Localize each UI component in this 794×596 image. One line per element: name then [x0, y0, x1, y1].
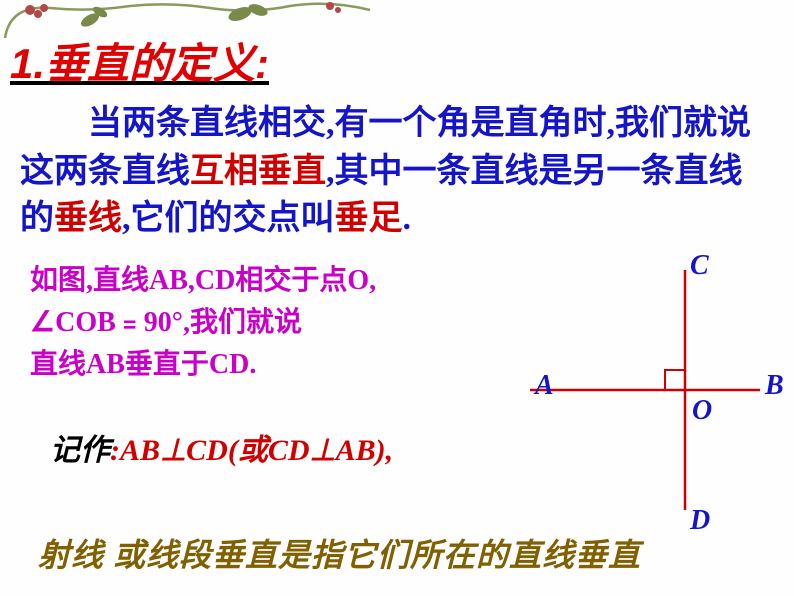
def-term-1: 互相垂直: [190, 153, 326, 190]
diagram-svg: [530, 250, 790, 530]
label-o: O: [692, 395, 712, 427]
label-b: B: [765, 370, 784, 402]
example-line-2: ∠COB﹦90°,我们就说: [30, 307, 302, 338]
def-term-2: 垂线: [54, 200, 122, 237]
footnote-line: 射线 或线段垂直是指它们所在的直线垂直: [38, 530, 641, 576]
definition-paragraph: 当两条直线相交,有一个角是直角时,我们就说这两条直线互相垂直,其中一条直线是另一…: [20, 100, 774, 243]
section-heading: 1.垂直的定义:: [10, 30, 269, 91]
label-c: C: [690, 250, 709, 282]
label-d: D: [690, 505, 710, 537]
label-a: A: [535, 370, 554, 402]
perpendicular-diagram: A B C D O: [530, 250, 790, 510]
example-line-3a: 直线AB: [30, 349, 125, 380]
def-part-3: ,它们的交点叫: [122, 200, 335, 237]
def-part-4: .: [403, 200, 412, 237]
example-line-1: 如图,直线AB,CD相交于点O,: [30, 265, 376, 296]
def-term-3: 垂足: [335, 200, 403, 237]
example-line-3c: CD.: [209, 349, 256, 380]
right-angle-marker: [665, 370, 685, 390]
notation-label: 记作: [50, 434, 110, 467]
example-line-3b: 垂直于: [125, 349, 209, 380]
notation-content: AB⊥CD(或CD⊥AB),: [120, 434, 393, 467]
notation-op: :: [110, 434, 120, 467]
notation-line: 记作:AB⊥CD(或CD⊥AB),: [50, 425, 393, 469]
example-paragraph: 如图,直线AB,CD相交于点O, ∠COB﹦90°,我们就说 直线AB垂直于CD…: [30, 260, 530, 386]
